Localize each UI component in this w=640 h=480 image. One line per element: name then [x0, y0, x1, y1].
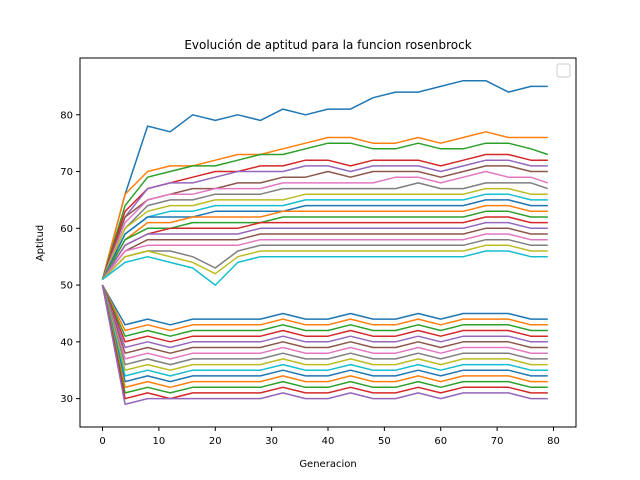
- x-tick-label: 40: [322, 436, 335, 447]
- series-line-22: [101, 284, 548, 332]
- x-tick-label: 70: [491, 436, 504, 447]
- y-tick-label: 70: [60, 167, 73, 178]
- x-axis: 0 10 20 30 40 50 60 70 80: [99, 427, 560, 447]
- x-tick-label: 20: [209, 436, 222, 447]
- series-line-7: [101, 170, 549, 280]
- series-line-20: [102, 250, 548, 286]
- series-line-32: [101, 284, 548, 389]
- series-line-25: [101, 284, 548, 349]
- series-line-2: [101, 131, 548, 280]
- y-tick-label: 50: [60, 281, 73, 292]
- x-tick-label: 10: [153, 436, 166, 447]
- series-line-15: [101, 221, 548, 280]
- x-axis-label: Generacion: [299, 459, 356, 470]
- series-line-12: [101, 204, 548, 280]
- y-axis-label: Aptitud: [35, 225, 46, 262]
- series-line-8: [101, 182, 549, 280]
- x-tick-label: 60: [434, 436, 447, 447]
- series-line-14: [101, 216, 548, 280]
- series-line-3: [101, 142, 549, 280]
- series-line-26: [101, 284, 548, 354]
- series-line-24: [101, 284, 548, 343]
- y-axis: 30 40 50 60 70 80: [60, 110, 80, 405]
- y-tick-label: 30: [60, 394, 73, 405]
- series-line-30: [101, 284, 548, 377]
- series-line-29: [101, 284, 548, 371]
- series-line-31: [101, 284, 548, 383]
- chart-title: Evolución de aptitud para la funcion ros…: [184, 38, 471, 52]
- x-tick-label: 80: [547, 436, 560, 447]
- series-line-11: [101, 199, 548, 280]
- series-line-33: [101, 284, 548, 394]
- series-line-4: [101, 153, 548, 280]
- series-line-35: [101, 284, 548, 406]
- series-line-27: [101, 284, 548, 360]
- series-line-17: [101, 233, 548, 280]
- x-tick-label: 30: [265, 436, 278, 447]
- series-line-9: [101, 187, 548, 280]
- legend-box: [556, 63, 571, 78]
- series-line-18: [101, 238, 548, 280]
- x-tick-label: 50: [378, 436, 391, 447]
- series-line-1: [101, 79, 548, 280]
- series-layer: [101, 79, 549, 406]
- series-line-23: [101, 284, 548, 337]
- series-line-13: [101, 210, 548, 280]
- series-line-5: [101, 159, 548, 280]
- series-line-16: [101, 227, 548, 280]
- series-line-21: [101, 284, 548, 326]
- y-tick-label: 80: [60, 110, 73, 121]
- x-tick-label: 0: [99, 436, 105, 447]
- series-line-28: [101, 284, 548, 366]
- y-tick-label: 60: [60, 224, 73, 235]
- series-line-10: [101, 193, 548, 280]
- series-line-19: [101, 244, 548, 280]
- y-tick-label: 40: [60, 337, 73, 348]
- series-line-6: [101, 165, 548, 280]
- series-line-34: [101, 284, 548, 400]
